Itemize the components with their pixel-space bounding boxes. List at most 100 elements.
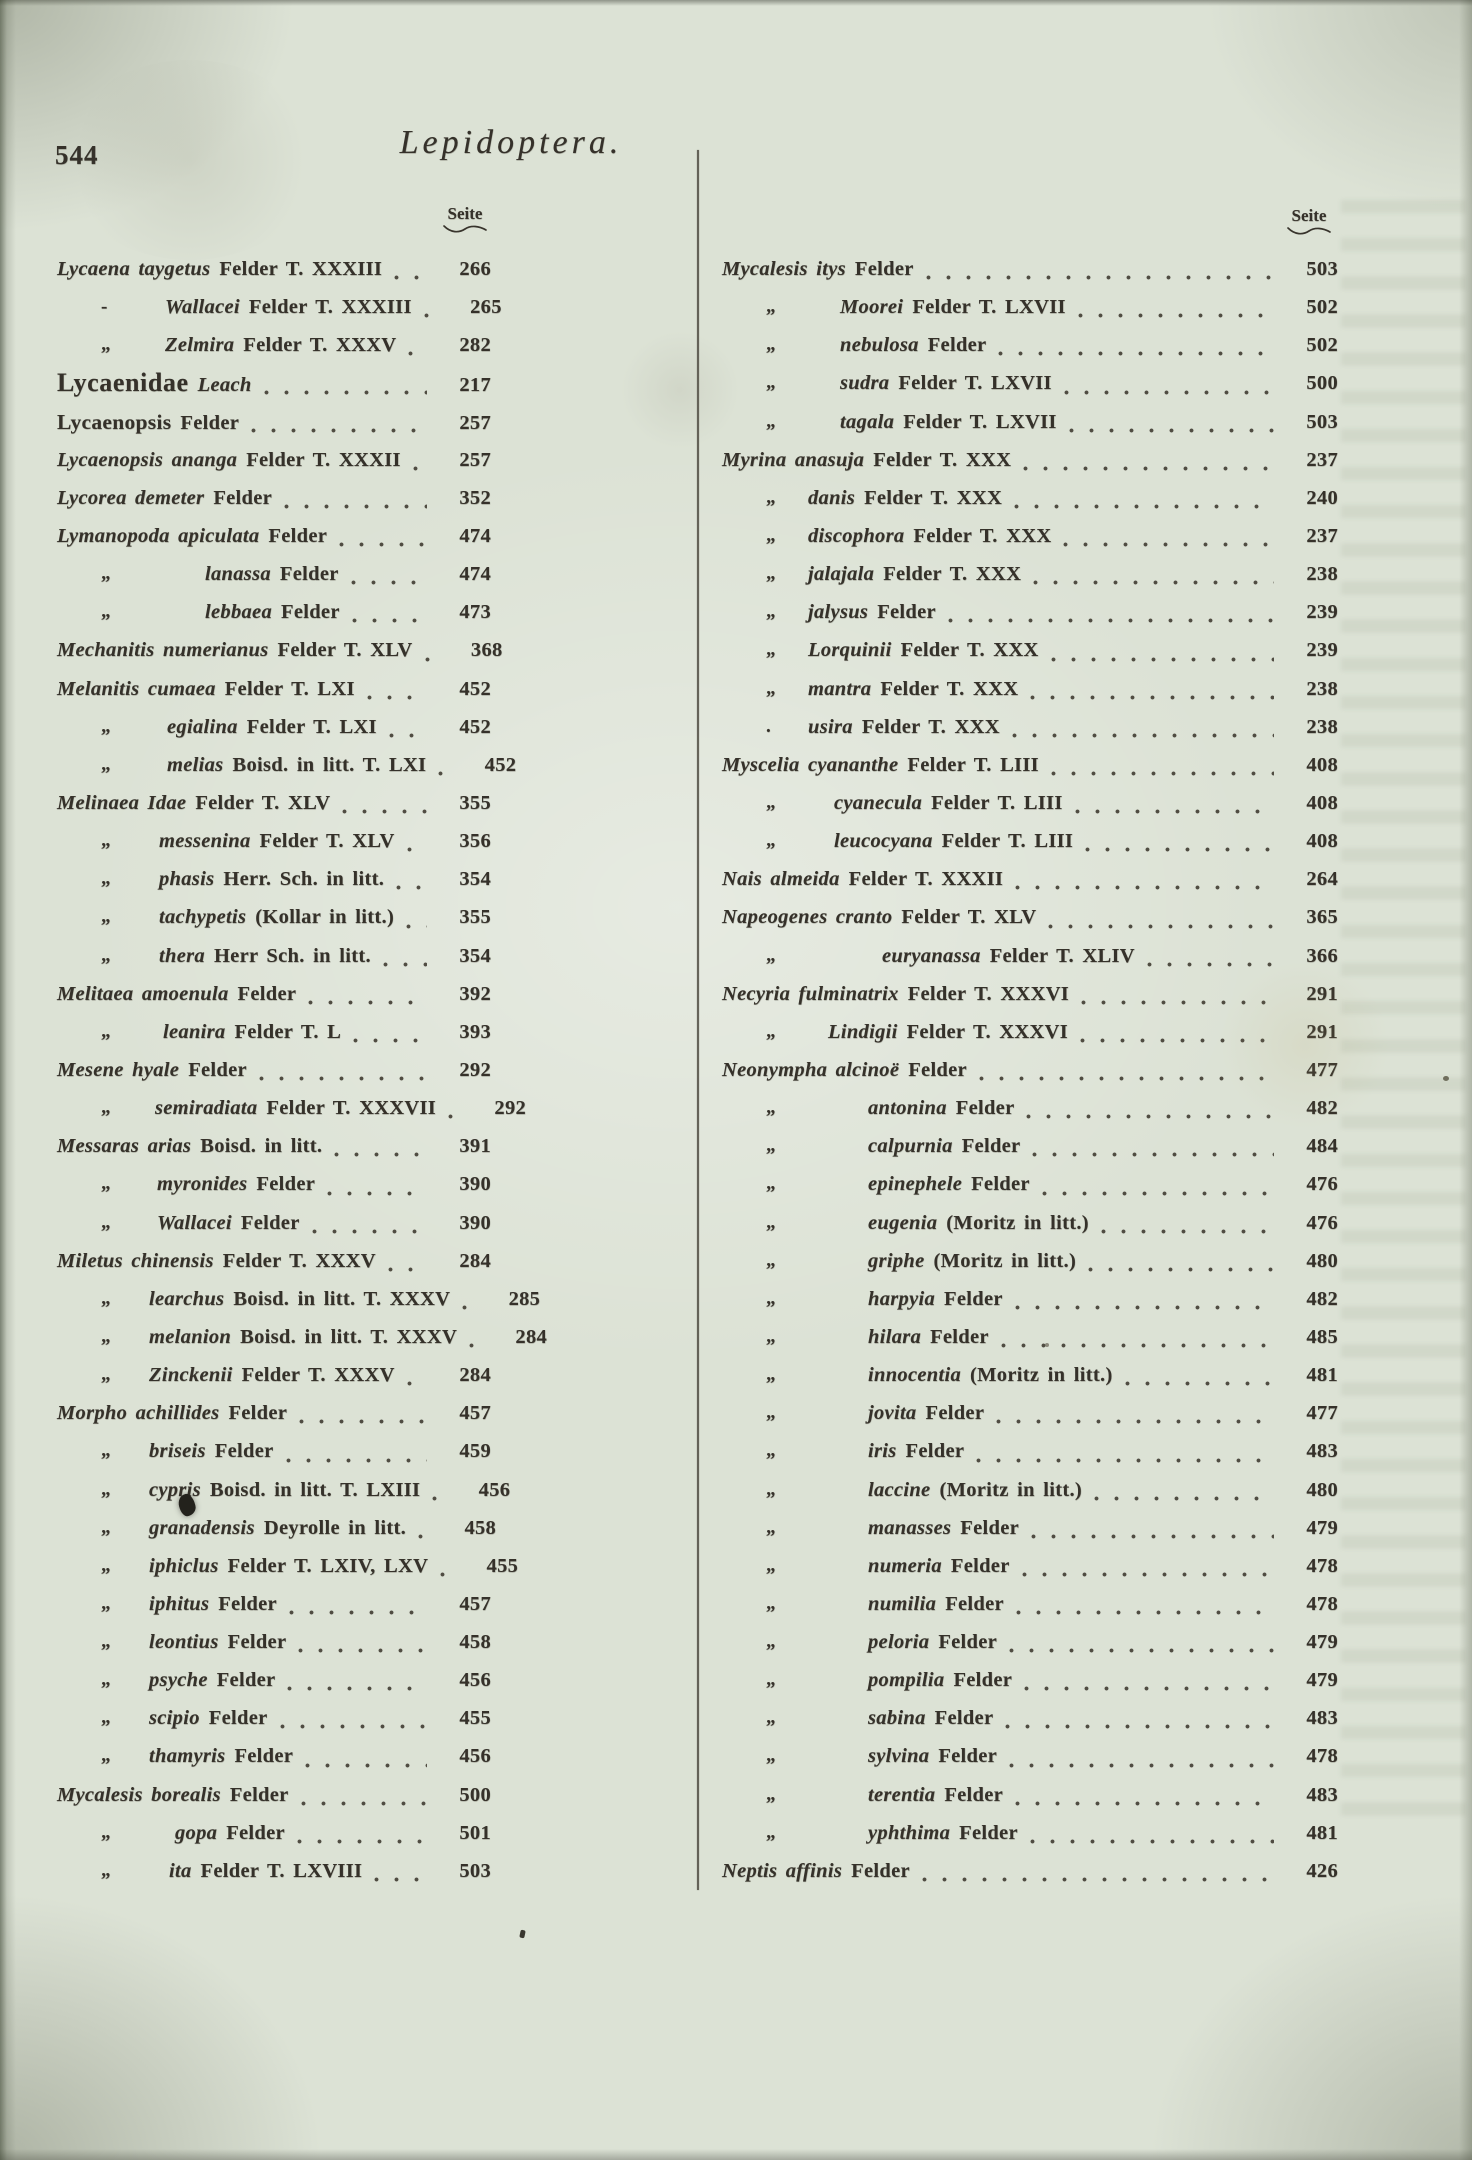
- author-citation: Felder T. XLV: [901, 906, 1037, 929]
- page-ref: 457: [459, 1402, 491, 1425]
- right-column: Mycalesis itys Felder 503 „ Moorei Felder T. …: [722, 250, 1338, 1890]
- author-citation: Felder T. LXVII: [912, 296, 1066, 319]
- taxon-name: nebulosa: [840, 334, 919, 357]
- ditto-mark: „: [101, 1211, 111, 1233]
- ditto-mark: -: [101, 296, 108, 318]
- ditto-mark: „: [101, 1364, 111, 1386]
- dot-leader: [1026, 1114, 1274, 1120]
- page-ref: 478: [1306, 1554, 1338, 1577]
- ditto-mark: „: [101, 1821, 111, 1843]
- ditto-mark: „: [766, 1478, 776, 1500]
- index-entry: Neonympha alcinoë Felder 477: [722, 1051, 1338, 1089]
- dot-leader: [1068, 427, 1274, 433]
- ditto-mark: „: [101, 1516, 111, 1538]
- index-entry: „ innocentia (Moritz in litt.) 481: [722, 1356, 1338, 1394]
- author-citation: Herr. Sch. in litt.: [223, 868, 385, 891]
- page-ref: 393: [459, 1020, 491, 1043]
- author-citation: Felder: [226, 1821, 285, 1844]
- dot-leader: [374, 1877, 427, 1883]
- taxon-name: numilia: [868, 1592, 937, 1615]
- dot-leader: [1000, 1343, 1274, 1349]
- index-entry: „ lebbaea Felder 473: [57, 593, 491, 631]
- index-entry: „ semiradiata Felder T. XXXVII 292: [57, 1089, 526, 1127]
- dot-leader: [1063, 542, 1274, 548]
- taxon-name: melanion: [149, 1325, 232, 1348]
- taxon-name: sudra: [840, 372, 890, 395]
- dot-leader: [394, 275, 427, 281]
- author-citation: Felder T. XXX: [864, 486, 1003, 509]
- dot-leader: [1124, 1381, 1274, 1387]
- page-ref: 354: [459, 944, 491, 967]
- dot-leader: [998, 351, 1274, 357]
- index-entry: „ euryanassa Felder T. XLIV 366: [722, 937, 1338, 975]
- author-citation: Felder: [938, 1631, 998, 1654]
- author-citation: Herr Sch. in litt.: [213, 944, 371, 967]
- author-citation: Felder: [944, 1783, 1004, 1806]
- dot-leader: [279, 1724, 427, 1730]
- author-citation: Felder: [237, 982, 297, 1005]
- index-entry: „ danis Felder T. XXX 240: [722, 479, 1338, 517]
- dot-leader: [408, 351, 427, 357]
- index-entry: „ Moorei Felder T. LXVII 502: [722, 288, 1338, 326]
- index-entry: Mycalesis borealis Felder 500: [57, 1776, 491, 1814]
- taxon-name: leucocyana: [834, 830, 933, 853]
- dot-leader: [1077, 313, 1274, 319]
- page-ref: 390: [459, 1211, 491, 1234]
- index-entry: - Wallacei Felder T. XXXIII 265: [57, 288, 501, 326]
- dot-leader: [1074, 809, 1274, 815]
- index-entry: „ Wallacei Felder 390: [57, 1204, 491, 1242]
- author-citation: Felder: [938, 1745, 998, 1768]
- seite-header-right: Seite: [1285, 207, 1333, 236]
- author-citation: Felder T. LIII: [907, 753, 1039, 776]
- page-ref: 237: [1306, 524, 1338, 547]
- taxon-name: leontius: [149, 1631, 219, 1654]
- taxon-name: Lycorea demeter: [57, 486, 205, 509]
- ditto-mark: „: [766, 791, 776, 813]
- dot-leader: [1023, 465, 1274, 471]
- dot-leader: [448, 1114, 463, 1120]
- taxon-name: Zinckenii: [149, 1364, 233, 1387]
- taxon-name: Lycaenopsis: [57, 409, 172, 434]
- ditto-mark: „: [766, 1783, 776, 1805]
- index-entry: Neptis affinis Felder 426: [722, 1852, 1338, 1890]
- taxon-name: mantra: [808, 677, 872, 700]
- author-citation: Felder: [229, 1783, 289, 1806]
- ditto-mark: „: [766, 372, 776, 394]
- taxon-name: egialina: [167, 715, 238, 738]
- taxon-name: Lymanopoda apiculata: [57, 524, 260, 547]
- ditto-mark: „: [766, 944, 776, 966]
- index-entry: „ sudra Felder T. LXVII 500: [722, 364, 1338, 402]
- index-entry: „ mantra Felder T. XXX 238: [722, 670, 1338, 708]
- author-citation: Leach: [197, 374, 252, 397]
- page-ref: 483: [1306, 1440, 1338, 1463]
- page-ref: 366: [1306, 944, 1338, 967]
- author-citation: Felder: [227, 1631, 287, 1654]
- author-citation: Felder T. LXIV, LXV: [227, 1554, 429, 1577]
- page-ref: 477: [1306, 1058, 1338, 1081]
- author-citation: Felder: [961, 1135, 1021, 1158]
- author-citation: Felder T. XXX: [913, 524, 1052, 547]
- dot-leader: [350, 580, 427, 586]
- dot-leader: [308, 999, 427, 1005]
- taxon-name: griphe: [868, 1249, 925, 1272]
- dot-leader: [1024, 1686, 1274, 1692]
- page-ref: 474: [459, 563, 491, 586]
- page-ref: 503: [459, 1859, 491, 1882]
- taxon-name: semiradiata: [155, 1097, 258, 1120]
- taxon-name: hilara: [868, 1325, 922, 1348]
- ditto-mark: „: [101, 944, 111, 966]
- index-entry: Morpho achillides Felder 457: [57, 1394, 491, 1432]
- index-entry: „ Zelmira Felder T. XXXV 282: [57, 326, 491, 364]
- dot-leader: [1030, 694, 1274, 700]
- author-citation: (Moritz in litt.): [946, 1211, 1089, 1234]
- author-citation: Felder T. XXX: [883, 563, 1022, 586]
- taxon-name: lebbaea: [205, 601, 272, 624]
- index-entry: „ iphitus Felder 457: [57, 1585, 491, 1623]
- author-citation: Felder: [228, 1402, 288, 1425]
- index-entry: „ calpurnia Felder 484: [722, 1127, 1338, 1165]
- author-citation: Felder T. XXXV: [241, 1364, 395, 1387]
- ditto-mark: „: [101, 830, 111, 852]
- page-ref: 452: [459, 677, 491, 700]
- dot-leader: [1085, 847, 1274, 853]
- author-citation: Felder T. XXX: [900, 639, 1039, 662]
